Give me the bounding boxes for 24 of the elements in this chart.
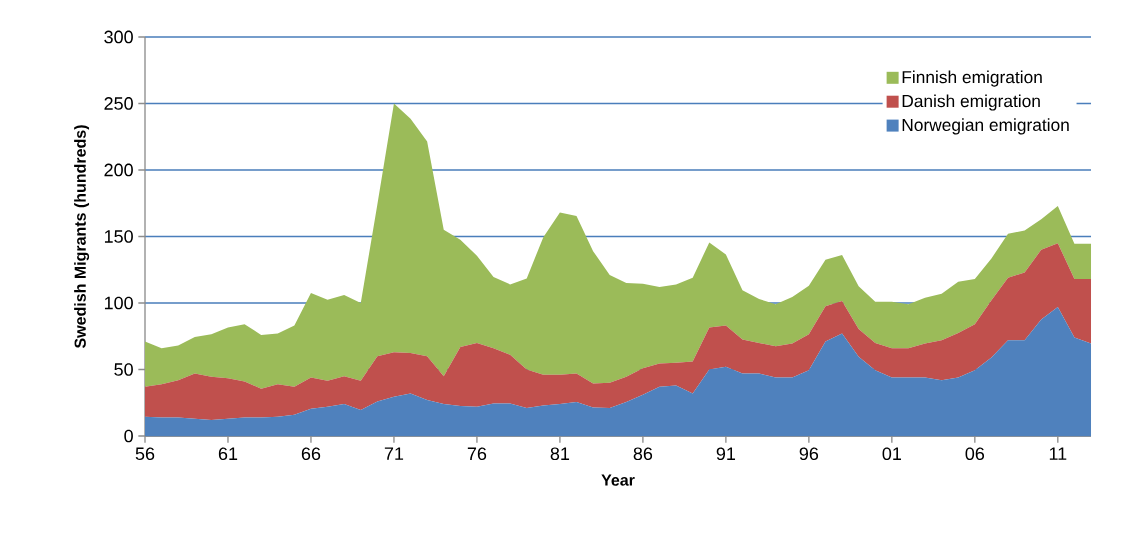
y-axis-title: Swedish Migrants (hundreds)	[74, 125, 90, 349]
y-tick-label: 0	[124, 429, 133, 443]
x-tick-label: 86	[633, 447, 653, 461]
x-tick-label: 06	[965, 447, 985, 461]
x-tick-label: 91	[716, 447, 736, 461]
y-tick-label: 200	[104, 163, 133, 177]
y-tick-label: 250	[104, 97, 133, 110]
x-tick-label: 11	[1049, 447, 1067, 460]
y-tick-label: 150	[104, 230, 133, 243]
x-tick-label: 66	[301, 447, 321, 461]
x-tick-label: 96	[799, 447, 819, 461]
x-tick-label: 56	[135, 447, 155, 461]
legend-label: Norwegian emigration	[902, 118, 1069, 135]
legend-label: Finnish emigration	[902, 70, 1042, 87]
legend-label: Danish emigration	[902, 94, 1040, 111]
x-axis-title: Year	[601, 474, 635, 486]
y-tick-label: 300	[104, 30, 133, 44]
y-tick-label: 100	[104, 296, 133, 310]
x-tick-label: 81	[550, 447, 570, 461]
x-tick-label: 61	[218, 447, 238, 461]
x-tick-label: 71	[384, 447, 404, 460]
x-tick-label: 01	[882, 447, 901, 461]
x-tick-label: 76	[467, 447, 487, 461]
y-tick-label: 50	[114, 363, 133, 376]
